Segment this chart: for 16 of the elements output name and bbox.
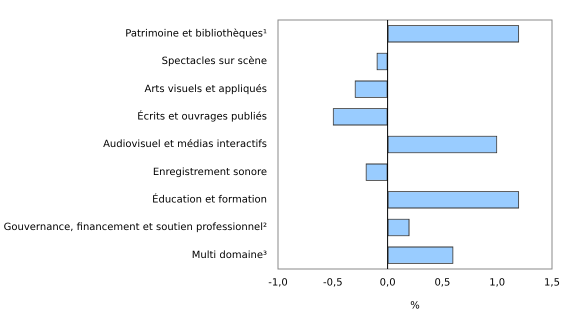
x-tick-label: 1,5 xyxy=(544,278,560,289)
y-tick-label: Patrimoine et bibliothèques¹ xyxy=(125,28,267,40)
x-tick-label: 1,0 xyxy=(489,278,506,289)
y-tick-label: Enregistrement sonore xyxy=(152,166,267,178)
y-tick-label: Écrits et ouvrages publiés xyxy=(137,109,267,122)
x-tick-label: -0,5 xyxy=(323,278,343,289)
x-tick-label: 0,0 xyxy=(380,278,396,289)
y-tick-label: Spectacles sur scène xyxy=(162,56,267,68)
y-tick-label: Multi domaine³ xyxy=(192,250,267,261)
x-tick-label: 0,5 xyxy=(434,278,450,289)
y-tick-label: Éducation et formation xyxy=(152,192,267,206)
y-tick-label: Audiovisuel et médias interactifs xyxy=(103,139,267,150)
y-tick-label: Arts visuels et appliqués xyxy=(144,84,267,95)
x-tick-label: -1,0 xyxy=(268,278,288,289)
x-axis-title: % xyxy=(410,300,420,312)
y-tick-label: Gouvernance, financement et soutien professionnel² xyxy=(4,222,267,234)
